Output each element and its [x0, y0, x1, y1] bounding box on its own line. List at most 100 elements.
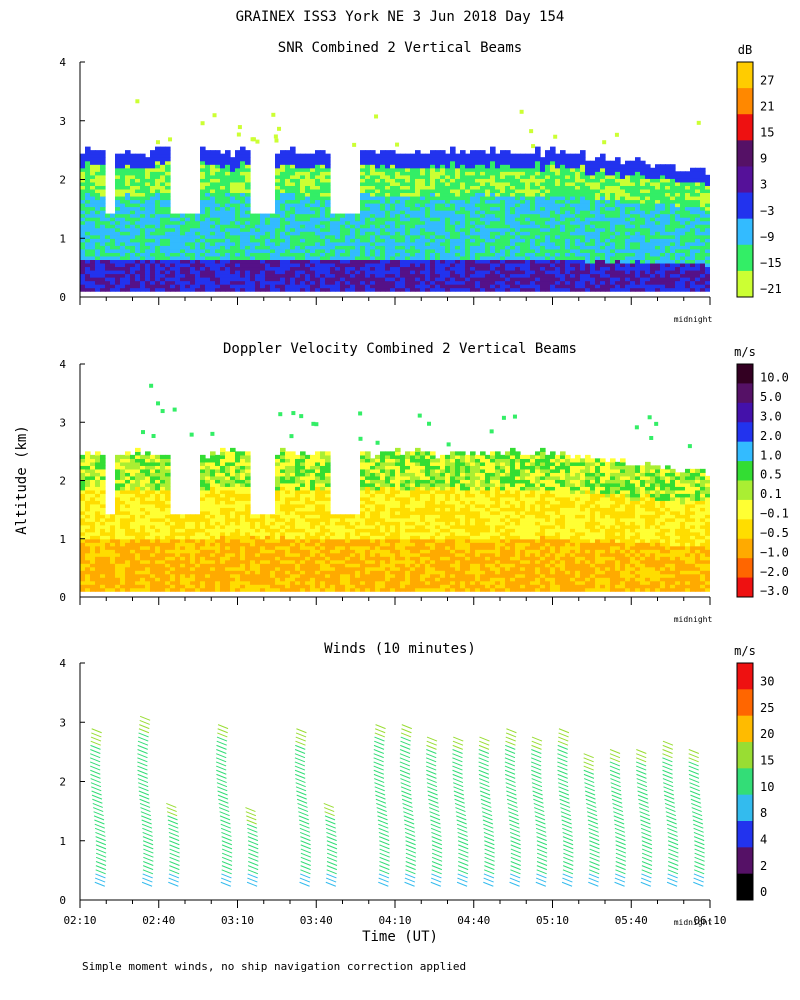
field-cell: [690, 171, 696, 176]
field-cell: [280, 167, 286, 172]
field-cell: [415, 192, 421, 197]
field-cell: [235, 266, 241, 271]
field-cell: [580, 224, 586, 229]
field-cell: [390, 192, 396, 197]
field-cell: [120, 206, 126, 211]
field-cell: [455, 280, 461, 285]
field-cell: [155, 150, 161, 155]
field-cell: [440, 220, 446, 225]
field-cell: [380, 199, 386, 204]
field-cell: [390, 203, 396, 208]
plot-area: [80, 99, 710, 292]
field-cell: [90, 454, 96, 459]
field-cell: [90, 503, 96, 508]
field-cell: [370, 241, 376, 246]
field-cell: [240, 171, 246, 176]
field-cell: [145, 245, 151, 250]
field-cell: [660, 259, 666, 264]
field-cell: [330, 280, 336, 285]
field-cell: [335, 262, 341, 268]
field-cell: [400, 273, 406, 278]
field-cell: [640, 217, 646, 222]
field-cell: [90, 468, 96, 473]
field-cell: [105, 213, 111, 218]
field-cell: [145, 227, 151, 232]
field-cell: [130, 273, 136, 278]
field-cell: [640, 171, 646, 176]
field-cell: [545, 164, 551, 169]
field-cell: [695, 255, 701, 260]
field-cell: [660, 203, 666, 208]
field-cell: [105, 266, 111, 271]
field-cell: [140, 280, 146, 285]
field-cell: [675, 287, 681, 292]
field-cell: [410, 181, 416, 186]
field-cell: [225, 266, 231, 271]
field-cell: [90, 552, 96, 557]
field-cell: [325, 231, 331, 236]
field-cell: [625, 213, 631, 218]
field-cell: [555, 171, 561, 176]
field-cell: [525, 252, 531, 257]
field-cell: [625, 178, 631, 183]
field-cell: [205, 203, 211, 208]
field-cell: [445, 178, 451, 183]
field-cell: [100, 277, 106, 282]
field-cell: [515, 238, 521, 243]
field-cell: [150, 252, 156, 257]
field-cell: [115, 224, 121, 229]
field-cell: [135, 269, 141, 275]
field-cell: [280, 269, 286, 275]
field-cell: [395, 188, 401, 194]
field-cell: [220, 238, 226, 243]
field-cell: [105, 556, 111, 561]
field-cell: [80, 171, 86, 176]
field-cell: [180, 269, 186, 275]
field-cell: [120, 259, 126, 264]
field-cell: [275, 167, 281, 172]
field-cell: [685, 234, 691, 239]
field-cell: [95, 580, 101, 585]
field-cell: [610, 210, 616, 215]
field-cell: [230, 199, 236, 204]
field-cell: [285, 150, 291, 155]
field-cell: [135, 287, 141, 292]
field-cell: [80, 510, 86, 515]
field-cell: [660, 224, 666, 229]
field-cell: [295, 231, 301, 236]
field-cell: [290, 252, 296, 257]
field-cell: [374, 114, 379, 119]
field-cell: [135, 164, 141, 169]
field-cell: [345, 248, 351, 253]
field-cell: [205, 231, 211, 236]
field-cell: [415, 220, 421, 225]
field-cell: [540, 280, 546, 285]
field-cell: [450, 234, 456, 239]
field-cell: [595, 238, 601, 243]
field-cell: [560, 262, 566, 268]
field-cell: [240, 164, 246, 169]
field-cell: [450, 213, 456, 218]
field-cell: [585, 280, 591, 285]
field-cell: [675, 195, 681, 201]
field-cell: [290, 262, 296, 268]
field-cell: [485, 178, 491, 183]
field-cell: [415, 174, 421, 179]
field-cell: [600, 224, 606, 229]
field-cell: [415, 171, 421, 176]
field-cell: [155, 146, 161, 151]
field-cell: [80, 199, 86, 204]
field-cell: [375, 262, 381, 268]
field-cell: [560, 252, 566, 257]
field-cell: [440, 277, 446, 282]
field-cell: [635, 277, 641, 282]
field-cell: [145, 171, 151, 176]
field-cell: [155, 160, 161, 165]
field-cell: [425, 227, 431, 232]
field-cell: [85, 510, 91, 515]
field-cell: [485, 217, 491, 222]
field-cell: [230, 262, 236, 268]
field-cell: [545, 203, 551, 208]
field-cell: [630, 213, 636, 218]
field-cell: [200, 284, 206, 289]
